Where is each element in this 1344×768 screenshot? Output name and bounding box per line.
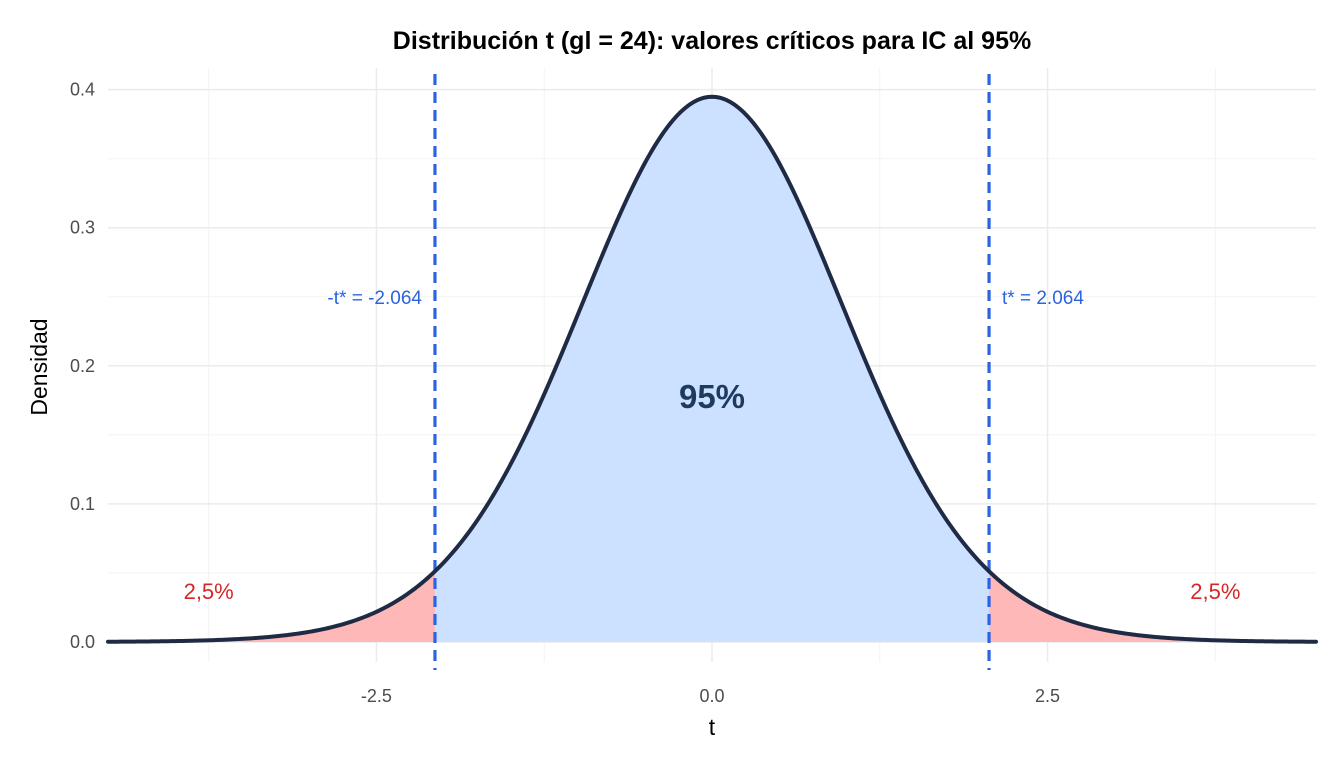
y-axis-ticks: 0.0 0.1 0.2 0.3 0.4 (70, 80, 95, 652)
tail-right-percent-label: 2,5% (1190, 579, 1240, 604)
x-axis-title: t (709, 714, 716, 740)
x-tick-label: -2.5 (361, 686, 392, 706)
tail-left-percent-label: 2,5% (184, 579, 234, 604)
y-tick-label: 0.3 (70, 218, 95, 238)
y-axis-title: Densidad (26, 318, 52, 415)
density-curve-layer (106, 94, 1318, 644)
center-area (434, 96, 990, 642)
x-tick-label: 2.5 (1035, 686, 1060, 706)
center-area-percent-label: 95% (679, 378, 745, 415)
chart-title: Distribución t (gl = 24): valores crític… (393, 27, 1031, 55)
x-tick-label: 0.0 (699, 686, 724, 706)
y-tick-label: 0.0 (70, 632, 95, 652)
critical-value-left-label: -t* = -2.064 (327, 288, 422, 309)
y-tick-label: 0.2 (70, 356, 95, 376)
x-axis-ticks: -2.5 0.0 2.5 (361, 686, 1060, 706)
left-tail-area (108, 571, 435, 642)
right-tail-area (989, 571, 1316, 642)
density-curve (106, 94, 1318, 644)
critical-value-right-label: t* = 2.064 (1002, 288, 1084, 309)
density-areas (108, 96, 1316, 642)
y-tick-label: 0.1 (70, 494, 95, 514)
y-tick-label: 0.4 (70, 80, 95, 100)
